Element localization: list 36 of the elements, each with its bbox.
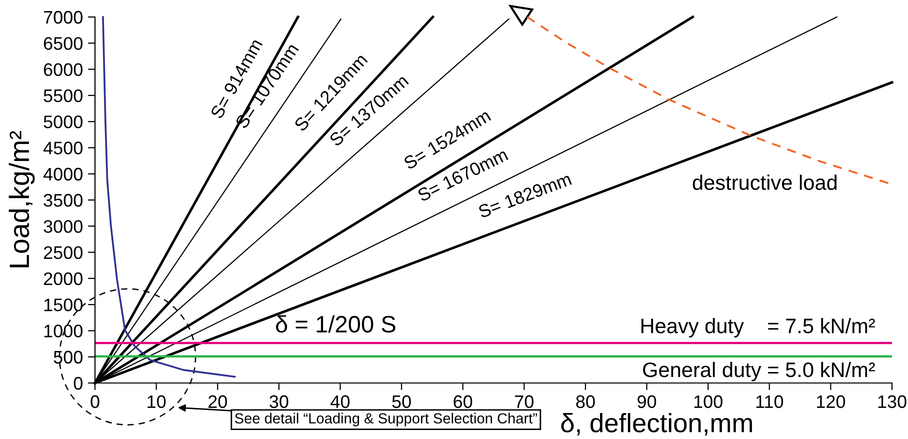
y-tick-label: 1000 bbox=[44, 324, 82, 338]
x-tick-label: 120 bbox=[817, 395, 846, 408]
x-tick-label: 70 bbox=[515, 395, 534, 408]
x-tick-label: 0 bbox=[90, 395, 100, 408]
y-tick-label: 6000 bbox=[44, 63, 82, 76]
x-tick-label: 40 bbox=[330, 395, 350, 408]
annotation: General duty = 5.0 kN/m² bbox=[643, 362, 875, 382]
x-tick-label: 50 bbox=[392, 395, 411, 408]
series-label: destructive load bbox=[692, 174, 837, 190]
annotation: δ = 1/200 S bbox=[276, 315, 396, 333]
x-tick-label: 30 bbox=[270, 395, 288, 408]
y-tick-label: 4500 bbox=[43, 142, 82, 154]
y-tick-label: 1500 bbox=[44, 298, 82, 312]
x-tick-label: 110 bbox=[756, 395, 784, 408]
x-axis-title: δ, deflection,mm bbox=[561, 413, 752, 436]
y-tick-label: 7000 bbox=[44, 10, 82, 24]
y-tick-label: 4000 bbox=[43, 168, 82, 181]
annotation: Heavy duty = 7.5 kN/m² bbox=[641, 318, 875, 338]
x-tick-label: 60 bbox=[454, 395, 472, 408]
y-tick-label: 0 bbox=[74, 376, 82, 390]
y-tick-label: 6500 bbox=[44, 37, 82, 50]
x-tick-label: 10 bbox=[148, 395, 166, 408]
x-tick-label: 20 bbox=[208, 395, 227, 408]
x-tick-label: 130 bbox=[878, 395, 906, 408]
y-tick-label: 5000 bbox=[44, 116, 82, 128]
y-tick-label: 3000 bbox=[44, 220, 82, 233]
y-tick-label: 500 bbox=[54, 350, 82, 364]
y-tick-label: 2500 bbox=[44, 246, 82, 260]
x-tick-label: 80 bbox=[576, 395, 595, 408]
y-tick-label: 5500 bbox=[44, 89, 82, 102]
text: See detail “Loading & Support Selection Chart” bbox=[234, 412, 537, 426]
y-tick-label: 3500 bbox=[44, 194, 82, 207]
x-tick-label: 90 bbox=[638, 395, 656, 408]
y-axis-title: Load,kg/m² bbox=[8, 131, 35, 268]
x-tick-label: 100 bbox=[694, 395, 722, 408]
y-tick-label: 2000 bbox=[44, 272, 82, 286]
